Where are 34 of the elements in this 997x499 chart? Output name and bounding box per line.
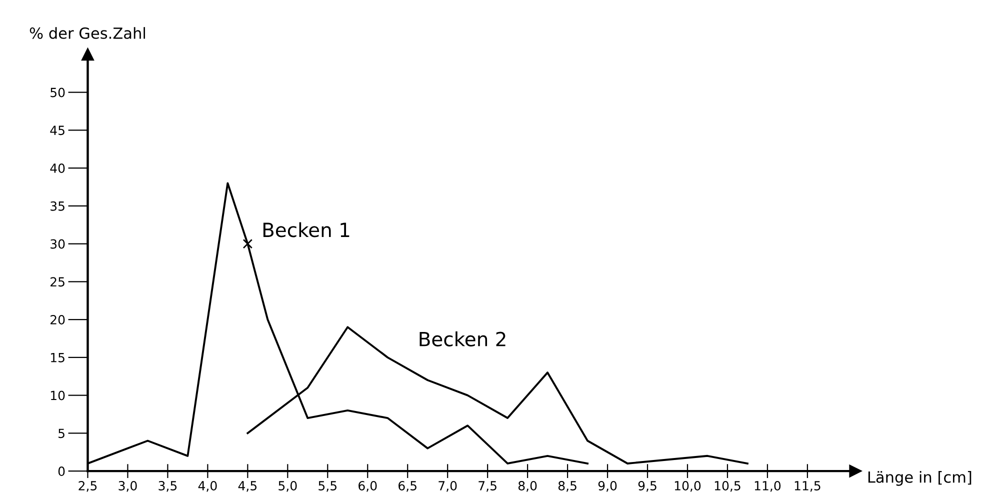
- y-axis-title: % der Ges.Zahl: [30, 27, 146, 39]
- x-tick-label: 2,5: [78, 481, 97, 492]
- x-tick-label: 9,5: [638, 481, 656, 492]
- y-tick-label: 40: [50, 164, 65, 173]
- x-tick-label: 11,0: [754, 481, 781, 492]
- x-axis-title: Länge in [cm]: [868, 471, 972, 486]
- x-tick-label: 6,0: [358, 481, 377, 492]
- x-tick-label: 4,0: [198, 481, 217, 492]
- x-tick-label: 8,5: [558, 481, 576, 492]
- y-tick-label: 30: [50, 239, 65, 249]
- x-tick-label: 4,5: [238, 481, 257, 492]
- annotation: Becken 2: [420, 331, 506, 346]
- y-tick-label: 20: [50, 315, 65, 324]
- x-tick-label: 9,0: [598, 481, 617, 492]
- x-tick-label: 5,5: [318, 481, 336, 492]
- x-tick-label: 3,0: [118, 481, 137, 492]
- x-tick-label: 11,5: [794, 481, 820, 492]
- x-tick-label: 8,0: [518, 481, 537, 492]
- annotation: Becken 1: [263, 222, 350, 238]
- y-tick-label: 10: [50, 390, 65, 400]
- y-tick-label: 45: [50, 126, 64, 136]
- x-tick-label: 3,5: [158, 481, 177, 492]
- y-tick-label: 0: [58, 466, 65, 476]
- y-tick-label: 25: [50, 277, 64, 287]
- y-tick-label: 35: [50, 201, 64, 211]
- x-tick-label: 5,0: [278, 481, 297, 492]
- x-tick-label: 10,5: [714, 481, 740, 492]
- x-tick-label: 7,0: [438, 481, 457, 492]
- x-tick-label: 7,5: [478, 481, 496, 492]
- y-tick-label: 50: [50, 88, 65, 98]
- x-tick-label: 6,5: [398, 481, 416, 492]
- x-tick-label: 10,0: [674, 481, 701, 492]
- y-tick-label: 15: [50, 353, 64, 362]
- y-tick-label: 5: [58, 428, 64, 438]
